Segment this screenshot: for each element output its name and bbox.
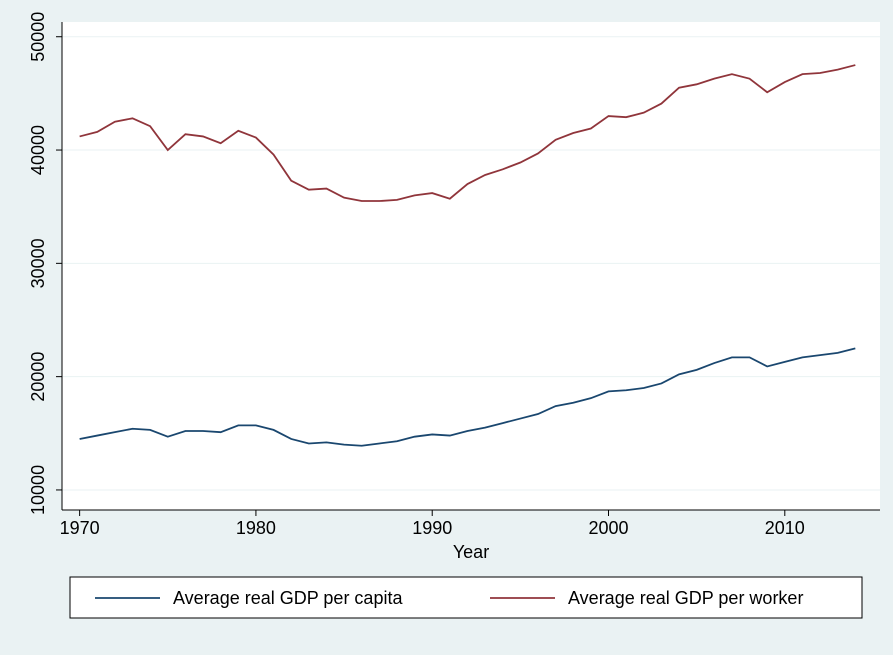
legend-box [69, 576, 863, 619]
x-tick-label: 2010 [765, 518, 805, 538]
y-tick-label: 20000 [28, 352, 48, 402]
x-axis-title: Year [453, 542, 489, 562]
y-tick-label: 30000 [28, 238, 48, 288]
x-tick-label: 2000 [588, 518, 628, 538]
y-tick-label: 50000 [28, 12, 48, 62]
series-line [79, 64, 856, 202]
series-line [79, 347, 856, 447]
x-tick-label: 1980 [236, 518, 276, 538]
plot-area [62, 22, 880, 510]
x-tick-label: 1970 [60, 518, 100, 538]
legend-label: Average real GDP per capita [173, 588, 403, 608]
x-tick-label: 1990 [412, 518, 452, 538]
legend-label: Average real GDP per worker [568, 588, 803, 608]
y-tick-label: 40000 [28, 125, 48, 175]
y-tick-label: 10000 [28, 465, 48, 515]
